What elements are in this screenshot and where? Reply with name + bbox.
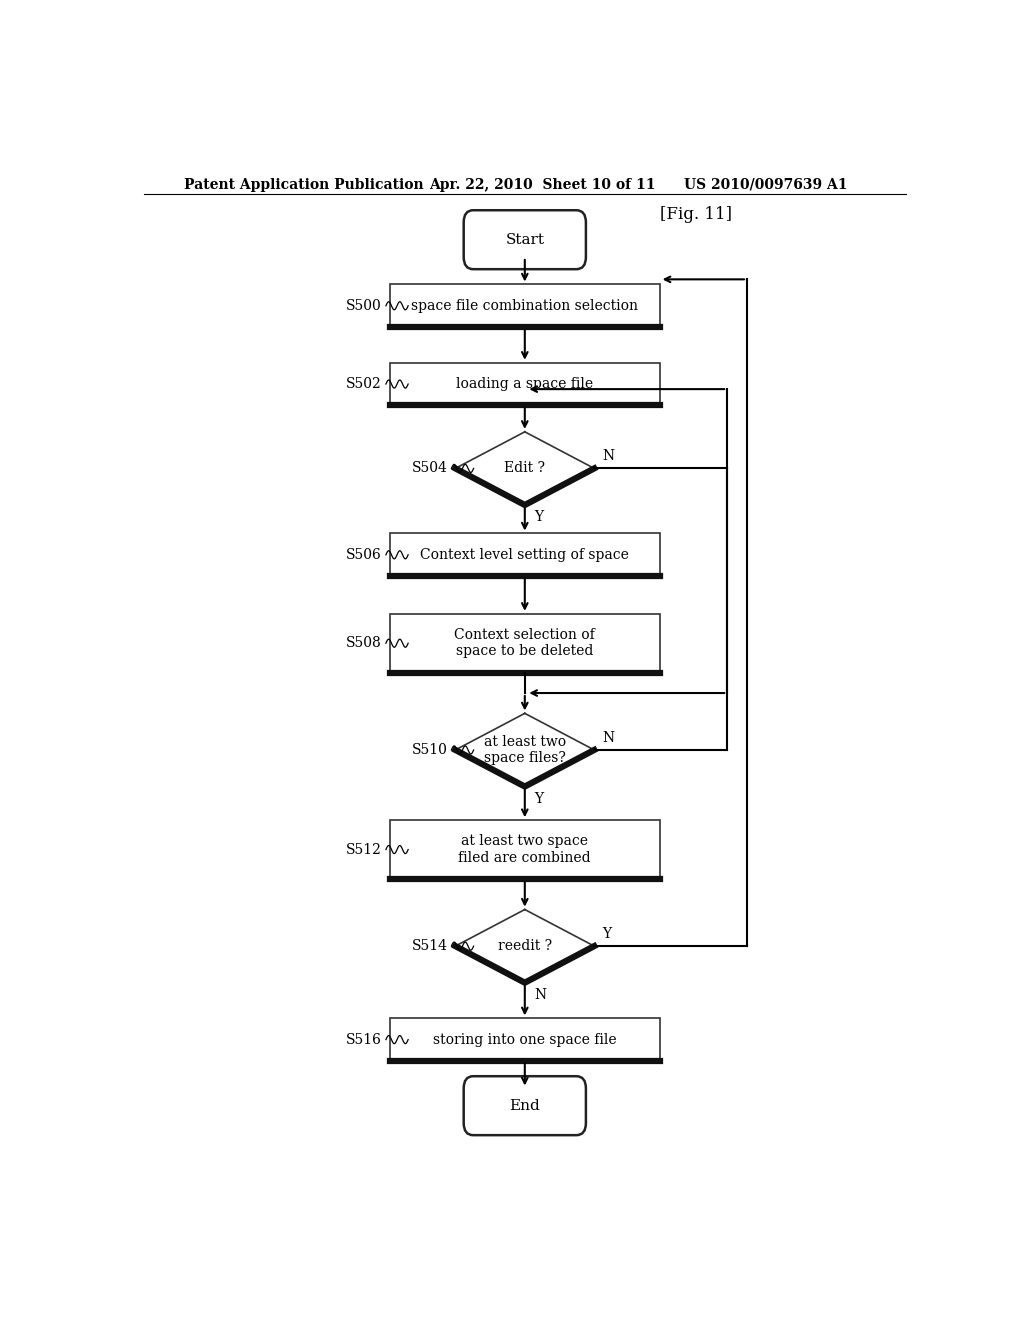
Text: storing into one space file: storing into one space file <box>433 1032 616 1047</box>
Polygon shape <box>456 909 594 982</box>
Text: N: N <box>602 731 614 744</box>
Text: S500: S500 <box>346 298 382 313</box>
Text: S512: S512 <box>346 842 382 857</box>
Text: S504: S504 <box>412 462 447 475</box>
Text: S508: S508 <box>346 636 382 651</box>
Text: Y: Y <box>602 927 611 941</box>
Text: loading a space file: loading a space file <box>457 378 593 391</box>
Text: S514: S514 <box>412 939 447 953</box>
Text: End: End <box>509 1098 541 1113</box>
Text: Patent Application Publication: Patent Application Publication <box>183 178 423 191</box>
Text: S502: S502 <box>346 378 382 391</box>
Bar <box>390 284 659 327</box>
Text: Start: Start <box>505 232 545 247</box>
Text: N: N <box>602 449 614 463</box>
Text: S506: S506 <box>346 548 382 562</box>
Text: Context level setting of space: Context level setting of space <box>421 548 629 562</box>
Text: at least two
space files?: at least two space files? <box>483 735 566 766</box>
Polygon shape <box>456 713 594 787</box>
Bar <box>390 820 659 879</box>
Text: Context selection of
space to be deleted: Context selection of space to be deleted <box>455 628 595 659</box>
Text: Y: Y <box>535 511 544 524</box>
Bar <box>390 1018 659 1061</box>
FancyBboxPatch shape <box>464 1076 586 1135</box>
Bar <box>390 533 659 576</box>
Text: at least two space
filed are combined: at least two space filed are combined <box>459 834 591 865</box>
Text: [Fig. 11]: [Fig. 11] <box>659 206 732 223</box>
Bar <box>390 363 659 405</box>
Text: Y: Y <box>535 792 544 805</box>
Text: reedit ?: reedit ? <box>498 939 552 953</box>
Text: S516: S516 <box>346 1032 382 1047</box>
Text: N: N <box>535 987 547 1002</box>
Text: space file combination selection: space file combination selection <box>412 298 638 313</box>
Text: Apr. 22, 2010  Sheet 10 of 11: Apr. 22, 2010 Sheet 10 of 11 <box>430 178 656 191</box>
Bar <box>390 614 659 673</box>
Text: US 2010/0097639 A1: US 2010/0097639 A1 <box>684 178 847 191</box>
Text: Edit ?: Edit ? <box>504 462 546 475</box>
Text: S510: S510 <box>412 743 447 756</box>
FancyBboxPatch shape <box>464 210 586 269</box>
Polygon shape <box>456 432 594 506</box>
